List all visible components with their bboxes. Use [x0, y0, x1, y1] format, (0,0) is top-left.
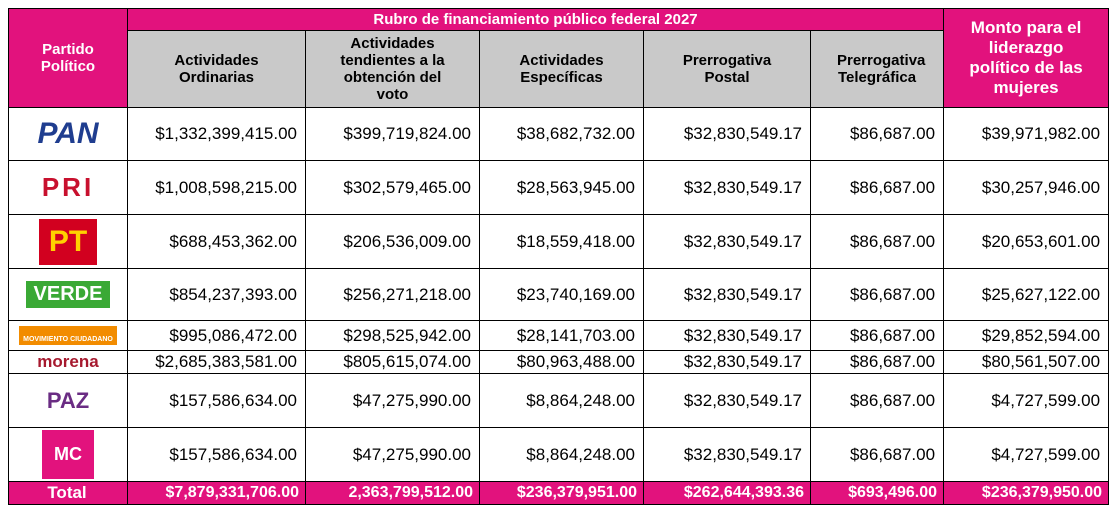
amount: $206,536,009.00	[305, 214, 480, 269]
amount: $32,830,549.17	[643, 214, 811, 269]
party-logo-cell: MC	[8, 427, 128, 482]
women-header: Monto para el liderazgo político de las …	[943, 8, 1110, 108]
amount: $399,719,824.00	[305, 107, 480, 161]
amount: $86,687.00	[809, 350, 945, 374]
party-logo-cell: PAN	[8, 107, 128, 161]
party-logo-cell: PT	[8, 214, 128, 269]
amount: $23,740,169.00	[479, 268, 644, 321]
amount: $18,559,418.00	[479, 214, 644, 269]
amount: $4,727,599.00	[943, 427, 1110, 482]
amount: $302,579,465.00	[305, 160, 480, 215]
party-row: PT $688,453,362.00 $206,536,009.00 $18,559,…	[8, 214, 1110, 269]
party-logo: PRI	[41, 172, 95, 202]
party-row: MOVIMIENTO CIUDADANO $995,086,472.00 $298,…	[8, 320, 1110, 351]
party-logo: PAZ	[46, 387, 90, 413]
amount: $47,275,990.00	[305, 373, 480, 428]
amount: $39,971,982.00	[943, 107, 1110, 161]
party-logo: morena	[37, 352, 99, 371]
amount: $32,830,549.17	[643, 350, 811, 374]
amount: $8,864,248.00	[479, 427, 644, 482]
amount: $1,332,399,415.00	[127, 107, 306, 161]
page: Partido Político Rubro de financiamiento …	[8, 8, 1110, 505]
party-logo: MOVIMIENTO CIUDADANO	[19, 325, 117, 345]
party-row: PAN $1,332,399,415.00 $399,719,824.00 $38,6…	[8, 107, 1110, 161]
amount: $4,727,599.00	[943, 373, 1110, 428]
party-logo-cell: VERDE	[8, 268, 128, 321]
amount: $32,830,549.17	[643, 160, 811, 215]
amount: $157,586,634.00	[127, 427, 306, 482]
amount: $80,561,507.00	[943, 350, 1110, 374]
party-logo-cell: morena	[8, 350, 128, 374]
amount: $688,453,362.00	[127, 214, 306, 269]
total-amount: $7,879,331,706.00	[127, 481, 306, 505]
amount: $32,830,549.17	[643, 373, 811, 428]
total-amount: $262,644,393.36	[643, 481, 811, 505]
amount: $86,687.00	[809, 268, 945, 321]
party-row: PRI $1,008,598,215.00 $302,579,465.00 $28,5…	[8, 160, 1110, 215]
amount: $32,830,549.17	[643, 268, 811, 321]
amount: $86,687.00	[809, 214, 945, 269]
amount: $86,687.00	[809, 427, 945, 482]
party-logo-cell: PAZ	[8, 373, 128, 428]
header-row: Partido Político Rubro de financiamiento …	[8, 8, 1110, 108]
subheader-row: Actividades Ordinarias Actividades tendie…	[9, 30, 1109, 108]
amount: $80,963,488.00	[479, 350, 644, 374]
amount: $32,830,549.17	[643, 320, 811, 351]
party-logo: MC	[42, 430, 94, 479]
amount: $30,257,946.00	[943, 160, 1110, 215]
amount: $86,687.00	[809, 320, 945, 351]
total-row: Total $7,879,331,706.00 2,363,799,512.00 $2…	[8, 481, 1110, 505]
amount: $1,008,598,215.00	[127, 160, 306, 215]
party-row: VERDE $854,237,393.00 $256,271,218.00 $23,7…	[8, 268, 1110, 321]
amount: $28,141,703.00	[479, 320, 644, 351]
amount: $995,086,472.00	[127, 320, 306, 351]
amount: $32,830,549.17	[643, 427, 811, 482]
column-header: Prerrogativa Telegráfica	[809, 30, 945, 108]
amount: $2,685,383,581.00	[127, 350, 306, 374]
total-amount: 2,363,799,512.00	[305, 481, 480, 505]
amount: $86,687.00	[809, 160, 945, 215]
party-logo: PT	[38, 218, 98, 265]
amount: $38,682,732.00	[479, 107, 644, 161]
total-amount: $236,379,950.00	[943, 481, 1110, 505]
amount: $32,830,549.17	[643, 107, 811, 161]
amount: $47,275,990.00	[305, 427, 480, 482]
amount: $29,852,594.00	[943, 320, 1110, 351]
column-header: Actividades Específicas	[479, 30, 644, 108]
party-logo: VERDE	[25, 281, 111, 308]
total-label: Total	[8, 481, 128, 505]
party-header: Partido Político	[8, 8, 128, 108]
amount: $298,525,942.00	[305, 320, 480, 351]
party-logo-cell: MOVIMIENTO CIUDADANO	[8, 320, 128, 351]
amount: $8,864,248.00	[479, 373, 644, 428]
amount: $854,237,393.00	[127, 268, 306, 321]
party-logo: PAN	[37, 117, 99, 150]
column-header: Actividades tendientes a la obtención de…	[305, 30, 480, 108]
amount: $20,653,601.00	[943, 214, 1110, 269]
party-row: morena $2,685,383,581.00 $805,615,074.00 $8…	[8, 350, 1110, 374]
amount: $28,563,945.00	[479, 160, 644, 215]
amount: $157,586,634.00	[127, 373, 306, 428]
total-amount: $693,496.00	[809, 481, 945, 505]
amount: $805,615,074.00	[305, 350, 480, 374]
party-row: PAZ $157,586,634.00 $47,275,990.00 $8,864,2…	[8, 373, 1110, 428]
amount: $256,271,218.00	[305, 268, 480, 321]
party-logo-cell: PRI	[8, 160, 128, 215]
total-amount: $236,379,951.00	[479, 481, 644, 505]
amount: $86,687.00	[809, 107, 945, 161]
amount: $25,627,122.00	[943, 268, 1110, 321]
group-header: Rubro de financiamiento público federal …	[126, 8, 945, 31]
party-row: MC $157,586,634.00 $47,275,990.00 $8,864,24…	[8, 427, 1110, 482]
column-header: Actividades Ordinarias	[127, 30, 306, 108]
amount: $86,687.00	[809, 373, 945, 428]
column-header: Prerrogativa Postal	[643, 30, 811, 108]
financing-table: Partido Político Rubro de financiamiento …	[8, 8, 1110, 505]
